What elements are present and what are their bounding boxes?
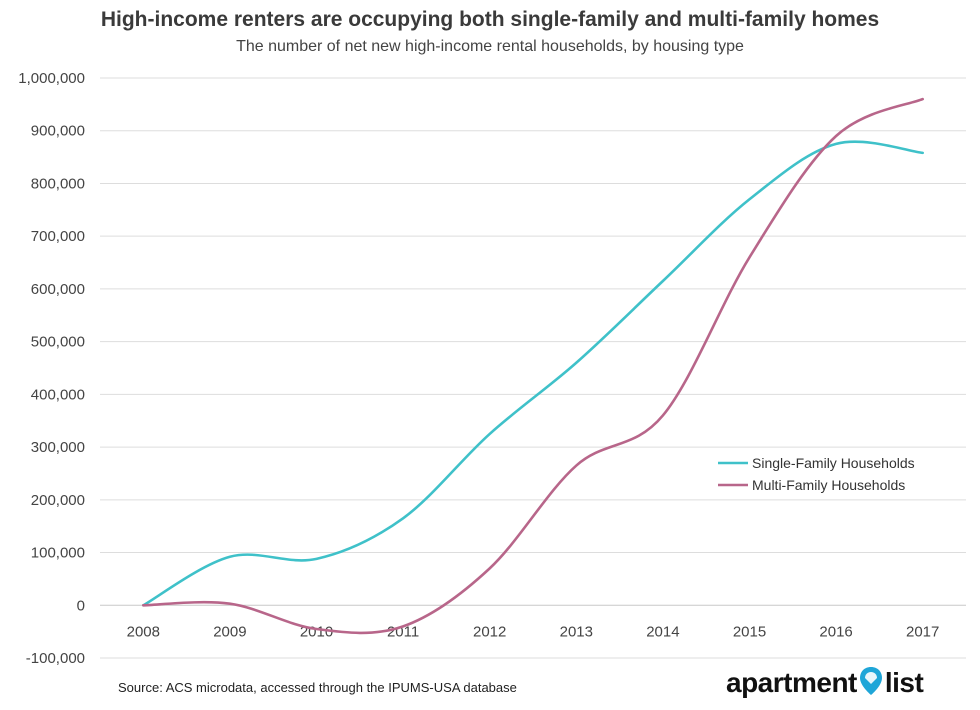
y-tick-label: 800,000 (31, 175, 85, 192)
x-tick-label: 2014 (646, 623, 679, 640)
x-axis: 2008 2009 2010 2011 2012 2013 2014 2015 2016 2017 (127, 623, 940, 640)
chart-subtitle: The number of net new high-income rental… (236, 38, 744, 55)
series-line-single-family (142, 140, 924, 607)
series-lines (142, 97, 924, 635)
logo-text-part1: apartment (726, 666, 857, 698)
y-tick-label: 600,000 (31, 281, 85, 298)
chart-title: High-income renters are occupying both s… (100, 8, 880, 31)
y-tick-label: 700,000 (31, 228, 85, 245)
logo-text-part2: list (884, 666, 924, 698)
x-tick-label: 2012 (473, 623, 506, 640)
apartment-list-logo: apartment list (726, 666, 924, 703)
legend-entry: Multi-Family Households (752, 477, 905, 493)
y-tick-label: -100,000 (26, 650, 85, 667)
x-tick-label: 2015 (733, 623, 766, 640)
x-tick-label: 2008 (127, 623, 160, 640)
y-tick-label: 500,000 (31, 334, 85, 351)
y-tick-label: 300,000 (31, 439, 85, 456)
x-tick-label: 2016 (819, 623, 852, 640)
y-tick-label: 1,000,000 (18, 70, 85, 87)
y-tick-label: 900,000 (31, 123, 85, 140)
x-tick-label: 2009 (213, 623, 246, 640)
y-tick-label: 400,000 (31, 386, 85, 403)
map-pin-icon (859, 666, 883, 703)
legend-entry: Single-Family Households (752, 455, 915, 471)
y-tick-label: 0 (77, 597, 85, 614)
y-axis: -100,000 0 100,000 200,000 300,000 400,000 500… (18, 70, 85, 667)
y-tick-label: 200,000 (31, 492, 85, 509)
source-note: Source: ACS microdata, accessed through … (118, 680, 517, 695)
legend: Single-Family Households Multi-Family Hou… (718, 455, 915, 493)
series-line-multi-family (142, 97, 924, 635)
gridlines (100, 77, 966, 659)
x-tick-label: 2017 (906, 623, 939, 640)
y-tick-label: 100,000 (31, 545, 85, 562)
x-tick-label: 2013 (560, 623, 593, 640)
